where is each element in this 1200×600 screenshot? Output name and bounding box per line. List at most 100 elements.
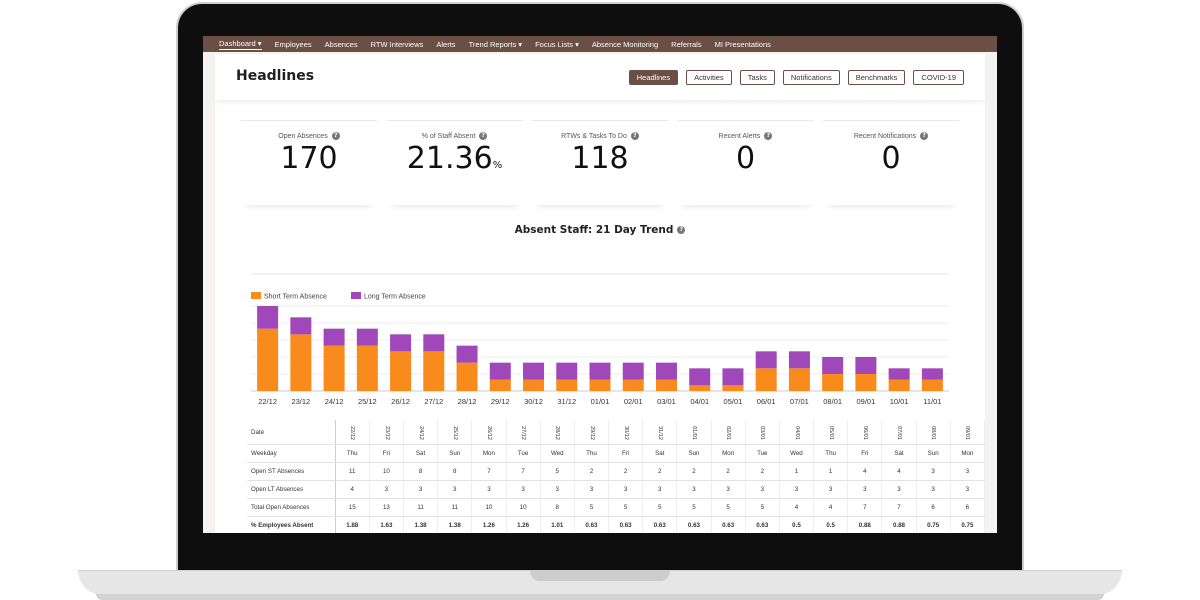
stat-label: Recent Alerts? [678, 132, 814, 140]
bar-long-term-absence-22-12[interactable] [257, 306, 279, 329]
x-tick-label: 09/01 [857, 397, 876, 406]
tab-activities[interactable]: Activities [686, 70, 732, 85]
bar-short-term-absence-27-12[interactable] [423, 351, 445, 391]
bar-long-term-absence-01-01[interactable] [589, 362, 611, 380]
bar-short-term-absence-23-12[interactable] [290, 334, 312, 391]
table-cell: Wed [540, 444, 575, 463]
bar-long-term-absence-05-01[interactable] [722, 368, 744, 386]
help-icon[interactable]: ? [764, 132, 773, 140]
bar-short-term-absence-30-12[interactable] [523, 379, 545, 391]
legend-label-long-term-absence[interactable]: Long Term Absence [364, 294, 426, 301]
stat-open-absences: Open Absences? 170 [241, 120, 377, 205]
table-cell: 3 [642, 480, 678, 499]
tab-notifications[interactable]: Notifications [782, 70, 840, 85]
nav-item-referrals[interactable]: Referrals [671, 39, 702, 49]
bar-short-term-absence-31-12[interactable] [556, 379, 578, 391]
bar-short-term-absence-01-01[interactable] [589, 379, 611, 391]
bar-long-term-absence-30-12[interactable] [523, 362, 545, 380]
bar-long-term-absence-10-01[interactable] [888, 368, 910, 380]
bar-long-term-absence-04-01[interactable] [689, 368, 711, 386]
nav-item-dashboard[interactable]: Dashboard ▾ [219, 38, 262, 50]
help-icon[interactable]: ? [479, 132, 488, 140]
bar-short-term-absence-04-01[interactable] [689, 385, 711, 391]
bar-short-term-absence-08-01[interactable] [822, 374, 844, 391]
table-cell: 2 [574, 462, 610, 481]
nav-item-trend-reports[interactable]: Trend Reports ▾ [468, 39, 523, 49]
x-tick-label: 04/01 [690, 397, 709, 406]
bar-short-term-absence-07-01[interactable] [788, 368, 810, 391]
table-cell: 0.75 [950, 516, 986, 533]
tab-benchmarks[interactable]: Benchmarks [847, 70, 906, 85]
tab-headlines[interactable]: Headlines [628, 70, 679, 85]
table-cell: 23/12 [369, 420, 404, 445]
nav-item-mi-presentations[interactable]: MI Presentations [714, 39, 771, 49]
nav-item-absence-monitoring[interactable]: Absence Monitoring [591, 39, 659, 49]
x-tick-label: 24/12 [325, 397, 344, 406]
stat-recent-alerts: Recent Alerts? 0 [677, 120, 814, 205]
help-icon[interactable]: ? [920, 132, 929, 140]
row-label: % Employees Absent [247, 516, 336, 533]
table-cell: 05/01 [813, 420, 849, 445]
table-cell: 8 [403, 462, 439, 481]
nav-item-absences[interactable]: Absences [324, 39, 358, 49]
table-cell: 2 [676, 462, 712, 481]
nav-item-rtw-interviews[interactable]: RTW Interviews [370, 39, 424, 49]
help-icon[interactable]: ? [630, 132, 639, 140]
stats-row: Open Absences? 170% of Staff Absent? 21.36… [241, 120, 959, 204]
bar-short-term-absence-03-01[interactable] [655, 379, 677, 391]
date-cell-text: 04/01 [793, 425, 800, 440]
bar-short-term-absence-28-12[interactable] [456, 362, 478, 391]
bar-short-term-absence-25-12[interactable] [356, 345, 378, 391]
bar-short-term-absence-29-12[interactable] [489, 379, 511, 391]
bar-short-term-absence-26-12[interactable] [390, 351, 412, 391]
bar-long-term-absence-09-01[interactable] [855, 357, 877, 374]
bar-short-term-absence-24-12[interactable] [323, 345, 345, 391]
nav-item-alerts[interactable]: Alerts [436, 39, 456, 49]
bar-short-term-absence-09-01[interactable] [855, 374, 877, 391]
help-icon[interactable]: ? [331, 132, 340, 140]
bar-short-term-absence-11-01[interactable] [921, 379, 943, 391]
date-cell-text: 02/01 [725, 425, 732, 440]
help-icon[interactable]: ? [677, 226, 686, 234]
bar-short-term-absence-02-01[interactable] [622, 379, 644, 391]
screen: Dashboard ▾ Employees Absences RTW Intervie… [203, 36, 997, 533]
tab-covid-19[interactable]: COVID-19 [913, 70, 964, 85]
table-cell: 1 [813, 462, 849, 481]
bar-long-term-absence-11-01[interactable] [921, 368, 943, 380]
nav-item-employees[interactable]: Employees [274, 39, 312, 49]
table-cell: 5 [676, 498, 712, 517]
bar-short-term-absence-06-01[interactable] [755, 368, 777, 391]
bar-short-term-absence-10-01[interactable] [888, 379, 910, 391]
tab-tasks[interactable]: Tasks [739, 70, 775, 85]
table-cell: 3 [369, 480, 404, 499]
bar-long-term-absence-29-12[interactable] [489, 362, 511, 380]
bar-long-term-absence-25-12[interactable] [356, 328, 378, 346]
bar-long-term-absence-26-12[interactable] [390, 334, 412, 352]
bar-long-term-absence-23-12[interactable] [290, 317, 312, 335]
bar-long-term-absence-28-12[interactable] [456, 345, 478, 363]
bar-long-term-absence-31-12[interactable] [556, 362, 578, 380]
bar-long-term-absence-27-12[interactable] [423, 334, 445, 352]
bar-short-term-absence-05-01[interactable] [722, 385, 744, 391]
table-cell: 2 [608, 462, 644, 481]
table-cell: 08/01 [916, 420, 951, 445]
table-cell: 0.88 [847, 516, 883, 533]
date-cell-text: 27/12 [520, 425, 527, 440]
legend-swatch-long-term-absence [351, 292, 361, 299]
date-cell-text: 06/01 [861, 425, 868, 440]
tab-bar: Headlines Activities Tasks Notifications Ben… [621, 70, 964, 85]
table-cell: 13 [369, 498, 404, 517]
x-tick-label: 10/01 [890, 397, 909, 406]
bar-long-term-absence-03-01[interactable] [655, 362, 677, 380]
nav-item-focus-lists[interactable]: Focus Lists ▾ [535, 39, 579, 49]
legend-label-short-term-absence[interactable]: Short Term Absence [264, 294, 327, 301]
x-tick-label: 02/01 [624, 397, 643, 406]
x-tick-label: 29/12 [491, 397, 510, 406]
bar-long-term-absence-24-12[interactable] [323, 328, 345, 346]
bar-long-term-absence-06-01[interactable] [755, 351, 777, 369]
bar-long-term-absence-02-01[interactable] [622, 362, 644, 380]
bar-long-term-absence-07-01[interactable] [788, 351, 810, 369]
bar-short-term-absence-22-12[interactable] [257, 328, 279, 391]
table-cell: 1 [779, 462, 815, 481]
bar-long-term-absence-08-01[interactable] [822, 357, 844, 374]
